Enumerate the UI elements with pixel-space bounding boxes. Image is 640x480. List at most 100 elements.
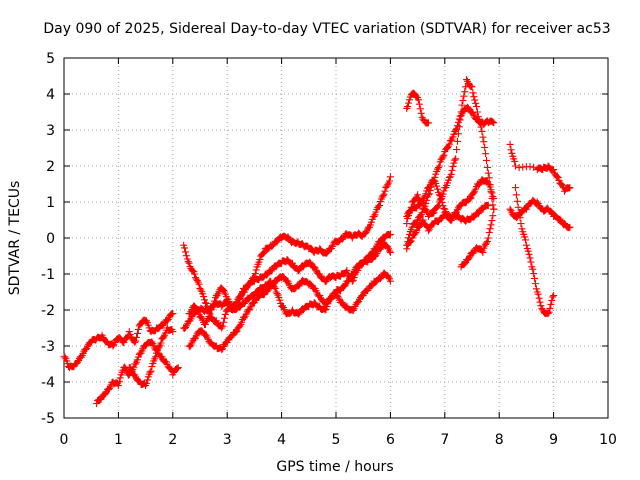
data-point	[439, 153, 447, 161]
data-point	[250, 292, 258, 300]
data-point	[211, 297, 219, 305]
data-point	[403, 245, 411, 253]
data-point	[487, 188, 495, 196]
data-point	[484, 169, 492, 177]
data-point	[506, 140, 514, 148]
data-point	[415, 96, 423, 104]
data-point	[343, 266, 351, 274]
data-point	[288, 259, 296, 267]
data-point	[461, 260, 469, 268]
data-point	[93, 400, 101, 408]
y-tick-label: -2	[41, 303, 55, 319]
data-point	[220, 318, 228, 326]
x-tick-label: 10	[599, 432, 617, 448]
data-point	[148, 363, 156, 371]
data-point	[163, 317, 171, 325]
data-point	[434, 185, 442, 193]
data-point	[155, 343, 163, 351]
data-point	[470, 93, 478, 101]
data-point	[434, 203, 442, 211]
y-tick-label: -1	[41, 267, 55, 283]
data-point	[553, 173, 561, 181]
data-series	[403, 89, 432, 127]
data-point	[463, 76, 471, 84]
data-series	[506, 196, 574, 232]
data-point	[453, 146, 461, 154]
data-point	[169, 328, 177, 336]
data-point	[105, 385, 113, 393]
y-axis-label: SDTVAR / TECUs	[7, 181, 23, 296]
data-point	[158, 353, 166, 361]
data-point	[479, 133, 487, 141]
data-point	[483, 163, 491, 171]
data-point	[472, 99, 480, 107]
data-point	[535, 294, 543, 302]
data-point	[507, 146, 515, 154]
data-point	[132, 337, 140, 345]
data-point	[418, 199, 426, 207]
x-axis-label: GPS time / hours	[276, 459, 393, 475]
data-point	[517, 220, 525, 228]
data-point	[548, 296, 556, 304]
data-point	[486, 225, 494, 233]
data-point	[386, 248, 394, 256]
data-point	[385, 177, 393, 185]
x-tick-label: 0	[60, 432, 69, 448]
data-point	[191, 270, 199, 278]
data-point	[102, 389, 110, 397]
data-point	[453, 137, 461, 145]
data-point	[252, 266, 260, 274]
x-tick-label: 3	[223, 432, 232, 448]
data-point	[116, 374, 124, 382]
data-point	[260, 248, 268, 256]
data-point	[405, 99, 413, 107]
data-point	[483, 238, 491, 246]
data-point	[545, 308, 553, 316]
x-tick-label: 4	[277, 432, 286, 448]
data-point	[474, 113, 482, 121]
data-point	[522, 241, 530, 249]
data-point	[462, 199, 470, 207]
data-point	[419, 216, 427, 224]
data-point	[403, 220, 411, 228]
data-point	[240, 314, 248, 322]
y-tick-label: -3	[41, 339, 55, 355]
axis-ticks: 0 1 2 3 4 5 6 7 8 9 10 -5 -4 -3 -2 -1 0 1 2 3 4 5	[41, 51, 617, 448]
data-point	[256, 256, 264, 264]
data-point	[345, 277, 353, 285]
data-point	[143, 376, 151, 384]
data-series	[185, 240, 394, 329]
data-series	[60, 310, 177, 372]
data-point	[526, 254, 534, 262]
data-points	[60, 76, 574, 408]
data-point	[490, 119, 498, 127]
data-point	[566, 223, 574, 231]
data-point	[566, 184, 574, 192]
data-series	[457, 205, 498, 271]
y-tick-label: 1	[46, 195, 55, 211]
data-point	[221, 310, 229, 318]
data-point	[384, 243, 392, 251]
data-point	[429, 210, 437, 218]
data-point	[454, 130, 462, 138]
data-point	[417, 109, 425, 117]
data-point	[386, 173, 394, 181]
data-point	[203, 316, 211, 324]
data-point	[473, 108, 481, 116]
data-point	[451, 156, 459, 164]
data-point	[384, 181, 392, 189]
data-point	[114, 382, 122, 390]
data-point	[341, 281, 349, 289]
data-point	[424, 119, 432, 127]
data-point	[452, 155, 460, 163]
data-point	[461, 88, 469, 96]
data-point	[416, 105, 424, 113]
data-point	[458, 101, 466, 109]
data-point	[546, 304, 554, 312]
data-point	[547, 300, 555, 308]
data-point	[435, 162, 443, 170]
y-tick-label: 2	[46, 159, 55, 175]
data-point	[181, 323, 189, 331]
data-point	[415, 100, 423, 108]
data-point	[434, 164, 442, 172]
